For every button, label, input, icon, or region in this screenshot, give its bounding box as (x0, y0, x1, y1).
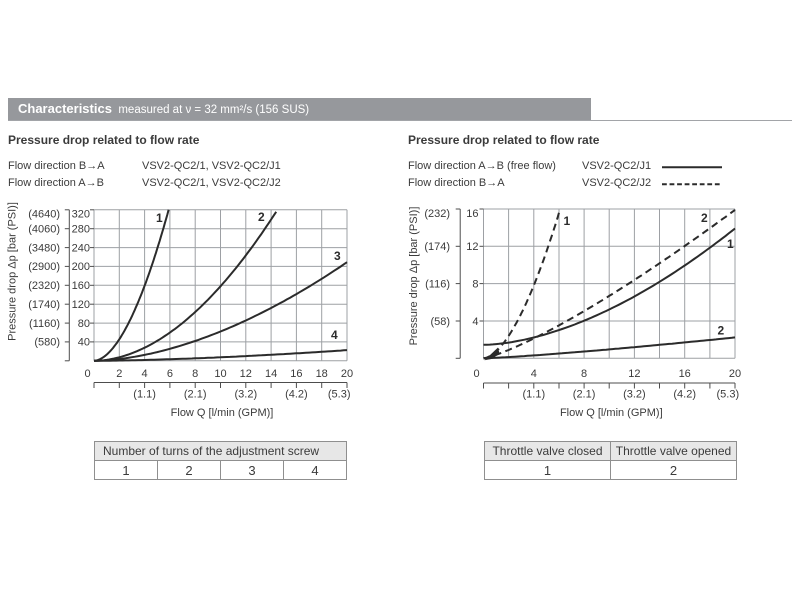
svg-text:320: 320 (72, 209, 90, 221)
svg-text:240: 240 (72, 242, 90, 254)
svg-text:16: 16 (466, 208, 478, 220)
svg-text:Flow Q [l/min (GPM)]: Flow Q [l/min (GPM)] (171, 407, 274, 419)
svg-text:(1160): (1160) (29, 318, 60, 330)
svg-text:200: 200 (72, 261, 90, 273)
svg-text:20: 20 (729, 368, 741, 380)
svg-text:(5.3): (5.3) (716, 389, 739, 401)
svg-text:1: 1 (564, 214, 571, 228)
svg-text:10: 10 (214, 368, 226, 380)
svg-text:(2900): (2900) (28, 261, 60, 273)
svg-text:(4640): (4640) (28, 209, 60, 221)
svg-text:(4.2): (4.2) (285, 389, 308, 401)
svg-text:1: 1 (156, 211, 163, 225)
svg-text:16: 16 (679, 368, 691, 380)
svg-text:14: 14 (265, 368, 277, 380)
svg-text:8: 8 (472, 278, 478, 290)
svg-text:4: 4 (331, 328, 338, 342)
svg-text:Pressure drop Δp [bar (PSI)]: Pressure drop Δp [bar (PSI)] (408, 207, 420, 346)
svg-text:20: 20 (341, 368, 353, 380)
svg-text:Flow Q [l/min (GPM)]: Flow Q [l/min (GPM)] (560, 407, 663, 419)
svg-text:6: 6 (167, 368, 173, 380)
svg-text:0: 0 (473, 368, 479, 380)
svg-text:(4.2): (4.2) (673, 389, 696, 401)
svg-text:8: 8 (192, 368, 198, 380)
svg-text:4: 4 (472, 316, 478, 328)
svg-text:(232): (232) (424, 208, 450, 220)
svg-text:2: 2 (258, 210, 265, 224)
svg-text:160: 160 (72, 280, 90, 292)
svg-text:4: 4 (531, 368, 537, 380)
svg-text:0: 0 (84, 368, 90, 380)
svg-text:(1.1): (1.1) (133, 389, 156, 401)
svg-text:(174): (174) (424, 241, 450, 253)
svg-text:Pressure drop Δp [bar (PSI)]: Pressure drop Δp [bar (PSI)] (7, 202, 19, 341)
svg-text:(1.1): (1.1) (522, 389, 545, 401)
svg-text:1: 1 (727, 237, 734, 251)
svg-text:40: 40 (78, 337, 90, 349)
svg-text:(116): (116) (425, 278, 450, 290)
svg-text:18: 18 (316, 368, 328, 380)
svg-text:(3.2): (3.2) (234, 389, 257, 401)
svg-text:3: 3 (334, 249, 341, 263)
svg-text:4: 4 (142, 368, 148, 380)
svg-text:(580): (580) (34, 337, 60, 349)
svg-text:(2320): (2320) (28, 280, 60, 292)
svg-text:(2.1): (2.1) (184, 389, 207, 401)
svg-text:(2.1): (2.1) (573, 389, 596, 401)
svg-text:2: 2 (116, 368, 122, 380)
svg-text:(3480): (3480) (28, 242, 60, 254)
svg-text:(3.2): (3.2) (623, 389, 646, 401)
svg-text:2: 2 (701, 211, 708, 225)
svg-text:2: 2 (718, 324, 725, 338)
svg-text:12: 12 (466, 241, 478, 253)
svg-text:(5.3): (5.3) (328, 389, 351, 401)
svg-text:120: 120 (72, 299, 90, 311)
svg-text:(1740): (1740) (28, 299, 60, 311)
svg-text:16: 16 (290, 368, 302, 380)
svg-text:12: 12 (240, 368, 252, 380)
svg-text:12: 12 (628, 368, 640, 380)
svg-text:(4060): (4060) (28, 224, 60, 236)
svg-text:80: 80 (78, 318, 90, 330)
svg-text:(58): (58) (430, 316, 450, 328)
svg-text:8: 8 (581, 368, 587, 380)
svg-text:280: 280 (72, 224, 90, 236)
